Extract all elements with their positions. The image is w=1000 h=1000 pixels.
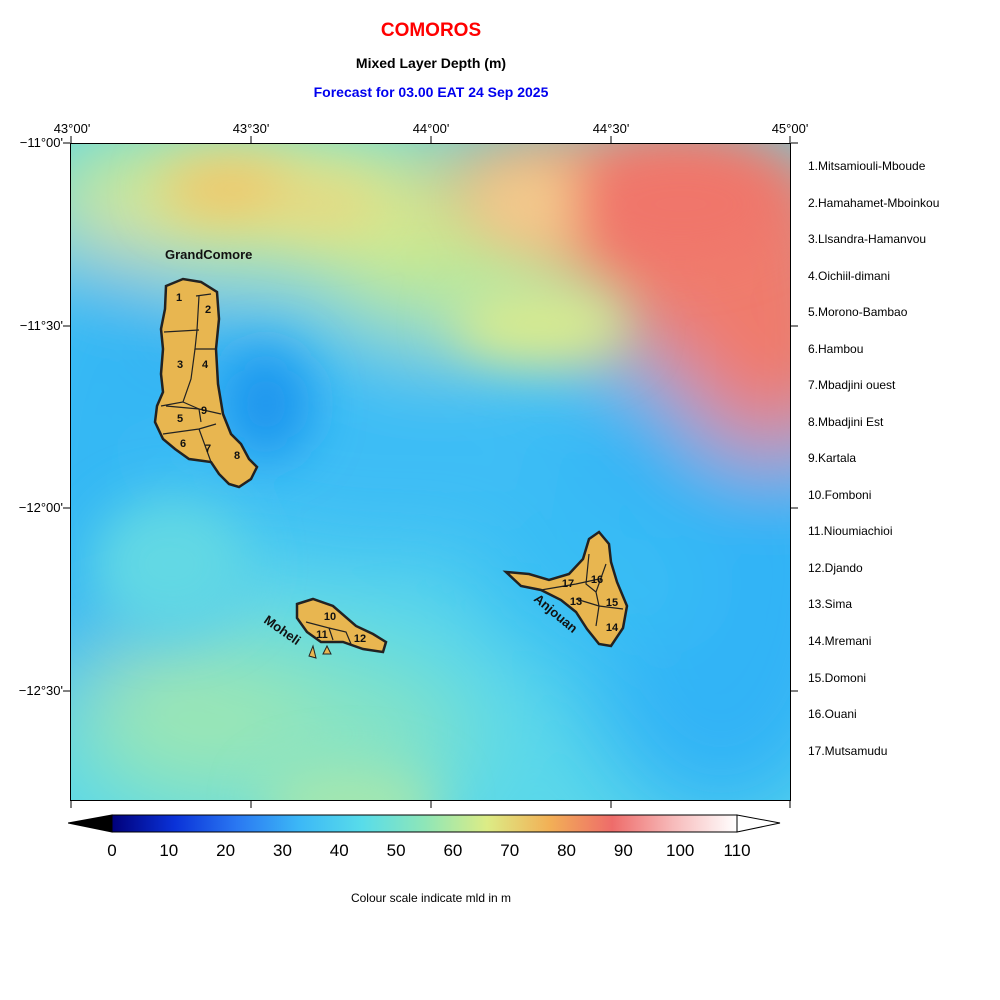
lat-label-11-30: −11°30' — [19, 318, 63, 333]
colorbar-tick-label: 20 — [216, 841, 236, 860]
legend-item: 2.Hamahamet-Mboinkou — [808, 196, 940, 210]
lon-label-44-00: 44°00' — [412, 121, 450, 136]
lon-label-43-30: 43°30' — [232, 121, 270, 136]
region-number: 3 — [177, 359, 183, 371]
moheli-outline — [295, 597, 388, 654]
legend-item: 17.Mutsamudu — [808, 744, 888, 758]
colorbar-gradient — [111, 814, 738, 833]
legend-item: 12.Djando — [808, 561, 863, 575]
lon-label-44-30: 44°30' — [592, 121, 630, 136]
colorbar-tick-label: 50 — [386, 841, 406, 860]
region-number: 7 — [205, 443, 211, 455]
colorbar-tick-label: 30 — [272, 841, 292, 860]
colorbar-min-arrow — [68, 814, 113, 833]
anjouan-districts — [540, 553, 624, 627]
lat-label-11-00: −11°00' — [19, 135, 63, 150]
region-number: 11 — [316, 629, 328, 641]
colorbar-max-arrow — [736, 814, 781, 833]
grand-comore-island[interactable] — [153, 277, 259, 489]
legend-item: 14.Mremani — [808, 634, 872, 648]
legend-item: 13.Sima — [808, 597, 853, 611]
moheli-island[interactable] — [295, 597, 388, 659]
region-number: 16 — [591, 574, 603, 586]
map-subtitle: Mixed Layer Depth (m) — [355, 55, 507, 71]
colorbar-tick-label: 10 — [159, 841, 179, 860]
legend-item: 3.Llsandra-Hamanvou — [808, 232, 927, 246]
legend-item: 10.Fomboni — [808, 488, 872, 502]
lon-label-43-00: 43°00' — [53, 121, 91, 136]
map-canvas: GrandComore Moheli Anjouan 1 2 3 4 5 6 7… — [71, 144, 790, 800]
region-number: 10 — [324, 611, 336, 623]
legend-item: 7.Mbadjini ouest — [808, 378, 896, 392]
grand-comore-districts — [160, 293, 222, 463]
colorbar — [68, 814, 781, 833]
legend-item: 11.Nioumiachioi — [808, 524, 893, 538]
mld-highlights — [91, 144, 790, 800]
lat-label-12-00: −12°00' — [18, 500, 63, 515]
region-number: 5 — [177, 413, 183, 425]
anjouan-island[interactable] — [502, 530, 629, 648]
colorbar-caption: Colour scale indicate mld in m — [350, 891, 512, 905]
legend-item: 16.Ouani — [808, 707, 857, 721]
grand-comore-label: GrandComore — [165, 247, 252, 262]
region-number: 12 — [354, 633, 366, 645]
region-number: 2 — [205, 304, 211, 316]
region-number: 4 — [202, 359, 209, 371]
region-number: 17 — [562, 578, 574, 590]
region-number: 13 — [570, 596, 582, 608]
region-number: 1 — [176, 292, 182, 304]
region-number: 14 — [606, 622, 619, 634]
colorbar-tick-label: 60 — [443, 841, 463, 860]
lon-label-45-00: 45°00' — [771, 121, 809, 136]
legend-item: 15.Domoni — [808, 671, 867, 685]
region-number: 8 — [234, 450, 240, 462]
colorbar-tick-label: 70 — [500, 841, 520, 860]
region-number: 15 — [606, 597, 618, 609]
legend-item: 5.Morono-Bambao — [808, 305, 908, 319]
mld-map[interactable]: GrandComore Moheli Anjouan 1 2 3 4 5 6 7… — [70, 143, 791, 801]
forecast-time: Forecast for 03.00 EAT 24 Sep 2025 — [313, 84, 549, 100]
colorbar-tick-label: 90 — [613, 841, 633, 860]
lat-label-12-30: −12°30' — [18, 683, 63, 698]
region-number: 9 — [201, 405, 207, 417]
legend-item: 8.Mbadjini Est — [808, 415, 884, 429]
legend-item: 9.Kartala — [808, 451, 857, 465]
legend-item: 4.Oichiil-dimani — [808, 269, 891, 283]
islet-2 — [322, 644, 332, 655]
colorbar-tick-label: 80 — [557, 841, 576, 860]
colorbar-tick-label: 110 — [723, 841, 751, 860]
colorbar-tick-label: 40 — [329, 841, 349, 860]
legend-item: 1.Mitsamiouli-Mboude — [808, 159, 926, 173]
colorbar-tick-label: 0 — [107, 841, 117, 860]
region-number: 6 — [180, 438, 186, 450]
moheli-districts — [305, 621, 352, 645]
legend-item: 6.Hambou — [808, 342, 864, 356]
colorbar-tick-label: 100 — [665, 841, 695, 860]
map-title: COMOROS — [380, 20, 482, 41]
islet-1 — [308, 644, 317, 659]
